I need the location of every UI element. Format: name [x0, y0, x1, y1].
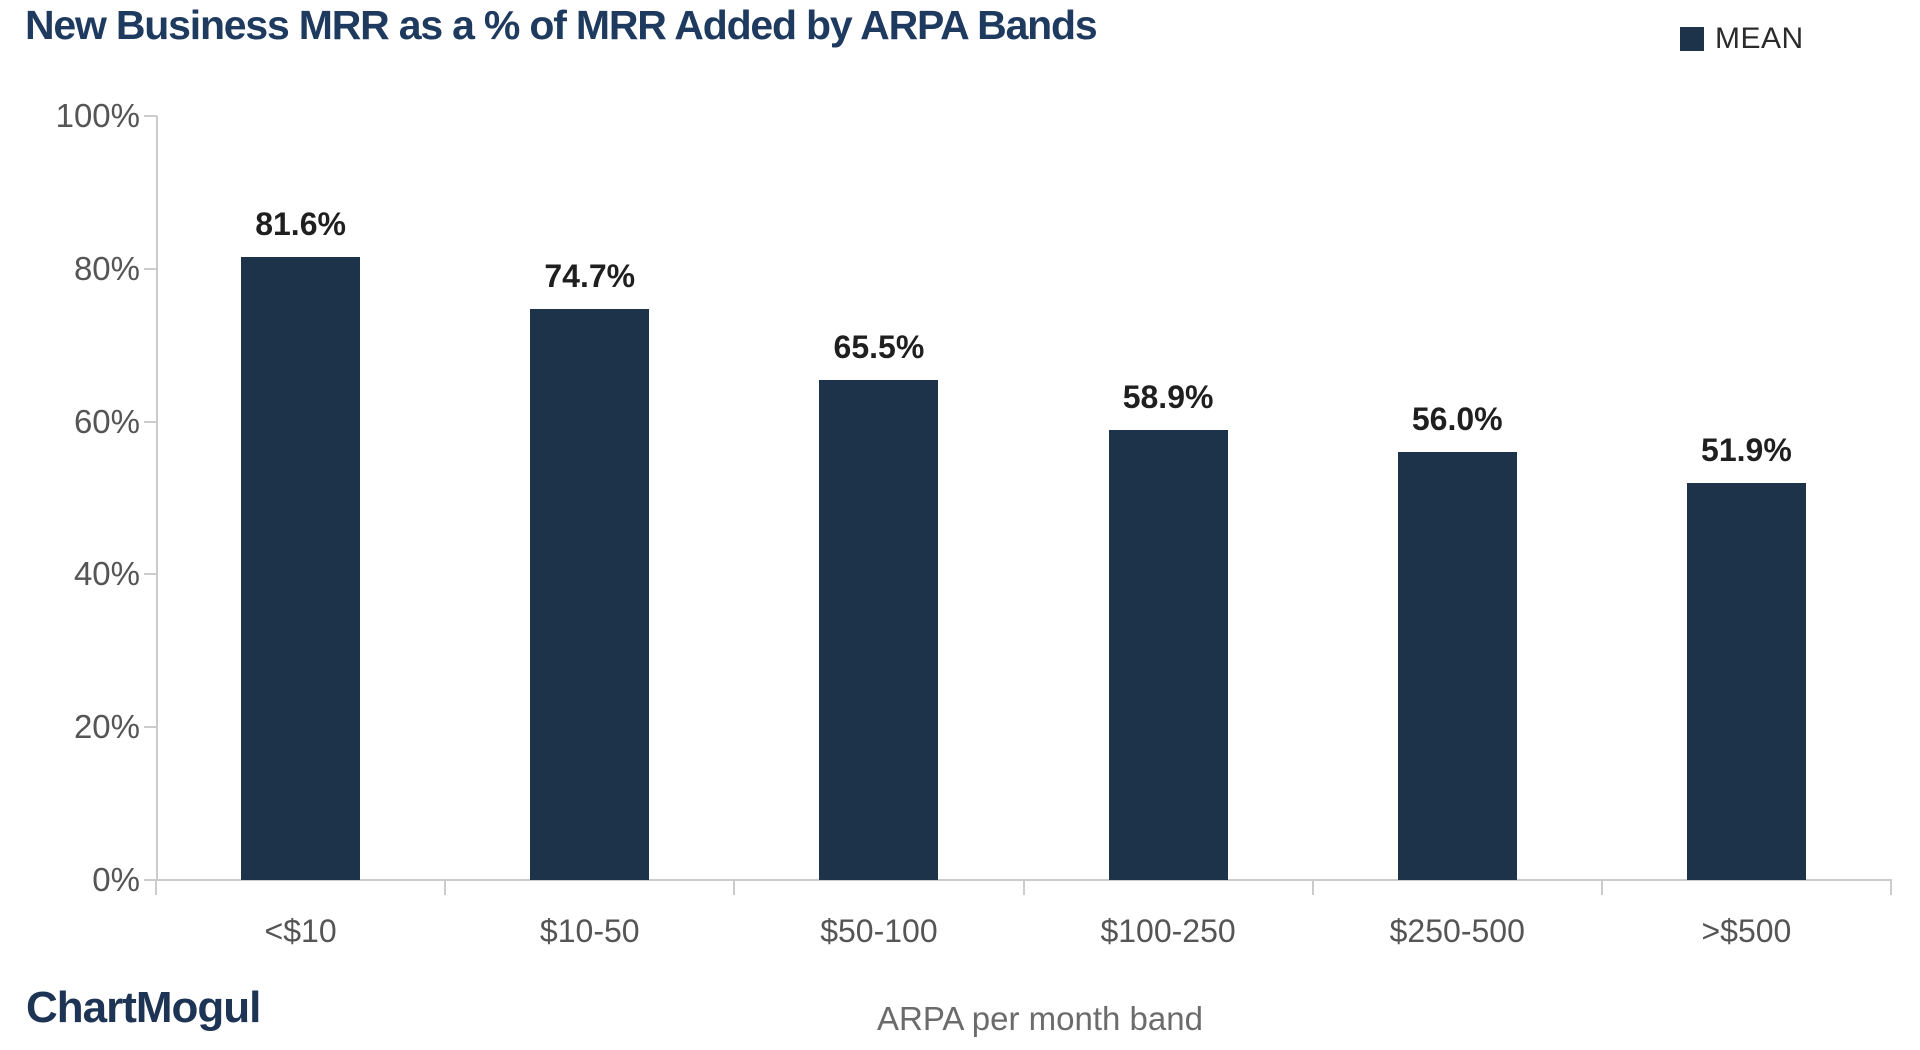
bar-value-label: 81.6%: [255, 205, 346, 242]
bar-$250-500[interactable]: [1397, 452, 1517, 880]
x-axis-tick: [733, 880, 736, 895]
bar-$100-250[interactable]: [1108, 430, 1228, 880]
bar->$500[interactable]: [1686, 483, 1806, 880]
legend-swatch-icon: [1680, 27, 1704, 51]
bar-value-label: 51.9%: [1701, 432, 1792, 469]
y-axis-tick-label: 20%: [73, 708, 140, 746]
bar-value-label: 56.0%: [1411, 401, 1503, 438]
y-axis-tick-label: 0%: [92, 861, 140, 898]
bar-$10-50[interactable]: [530, 309, 650, 880]
y-axis-tick-label: 100%: [55, 97, 140, 134]
bar-value-label: 58.9%: [1122, 379, 1214, 415]
chart-title: New Business MRR as a % of MRR Added by …: [25, 2, 1098, 48]
bar-$50-100[interactable]: [819, 379, 939, 880]
x-axis-tick: [1311, 880, 1314, 895]
x-axis-tick: [155, 880, 157, 895]
x-axis-category-label: <$10: [264, 913, 337, 949]
y-axis-tick: [144, 879, 157, 881]
bar-value-label: 74.7%: [544, 258, 636, 295]
bar-value-label: 65.5%: [833, 328, 925, 365]
y-axis-tick-label: 60%: [73, 402, 140, 440]
y-axis-tick: [144, 726, 157, 729]
y-axis-tick-label: 80%: [73, 249, 140, 287]
x-axis-tick: [444, 880, 447, 895]
x-axis-category-label: >$500: [1701, 913, 1792, 949]
legend-label: MEAN: [1715, 22, 1804, 55]
x-axis-tick: [1600, 880, 1603, 895]
x-axis-tick: [1890, 880, 1892, 895]
y-axis-tick: [144, 115, 157, 117]
legend-item-mean[interactable]: MEAN: [1680, 22, 1804, 56]
y-axis-tick: [144, 267, 157, 270]
x-axis-category-label: $50-100: [820, 913, 938, 949]
x-axis-title: ARPA per month band: [877, 1000, 1203, 1037]
y-axis-tick: [144, 573, 157, 576]
x-axis-category-label: $100-250: [1100, 913, 1236, 949]
y-axis-tick: [144, 420, 157, 423]
y-axis-tick-label: 40%: [73, 555, 140, 593]
x-axis-category-label: $10-50: [539, 913, 640, 949]
x-axis-category-label: $250-500: [1389, 913, 1525, 949]
y-axis-line: [156, 116, 158, 880]
chartmogul-logo: ChartMogul: [26, 983, 261, 1032]
bar-<$10[interactable]: [241, 256, 361, 880]
x-axis-tick: [1022, 880, 1025, 895]
